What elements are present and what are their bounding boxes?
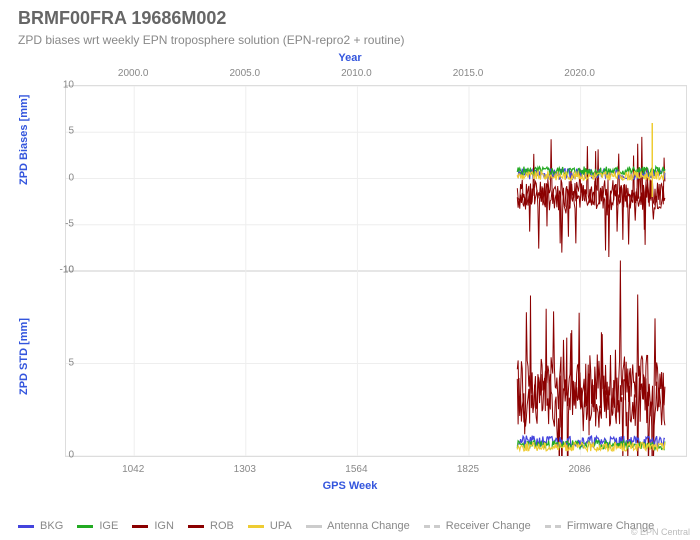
chart-container: BRMF00FRA 19686M002 ZPD biases wrt weekl… <box>0 0 700 540</box>
bottom-tick: 1042 <box>122 464 144 475</box>
y2-tick: 0 <box>44 450 74 461</box>
legend-label: IGE <box>96 520 118 532</box>
bottom-tick: 1303 <box>234 464 256 475</box>
chart-title: BRMF00FRA 19686M002 <box>18 8 226 29</box>
y2-tick: 10 <box>44 265 74 276</box>
plot-svg <box>66 86 686 456</box>
legend-swatch <box>248 525 264 528</box>
bottom-tick: 1825 <box>457 464 479 475</box>
legend-label: UPA <box>267 520 292 532</box>
legend-label: ROB <box>207 520 234 532</box>
legend-swatch <box>545 525 561 528</box>
chart-subtitle: ZPD biases wrt weekly EPN troposphere so… <box>18 33 405 47</box>
legend-swatch <box>18 525 34 528</box>
credit-text: © EPN Central <box>631 527 690 537</box>
bottom-axis-label: GPS Week <box>323 480 378 492</box>
legend-swatch <box>306 525 322 528</box>
legend-swatch <box>188 525 204 528</box>
legend-label: Receiver Change <box>443 520 531 532</box>
y1-tick: 5 <box>44 126 74 137</box>
plot-area <box>65 85 687 457</box>
legend: BKG IGE IGN ROB UPA Antenna Change Recei… <box>18 518 682 534</box>
legend-swatch <box>424 525 440 528</box>
y2-axis-label: ZPD STD [mm] <box>18 318 30 395</box>
legend-item-ign: IGN <box>132 518 174 534</box>
y1-axis-label: ZPD Biases [mm] <box>18 95 30 185</box>
legend-label: IGN <box>151 520 174 532</box>
top-tick: 2000.0 <box>118 68 149 79</box>
legend-label: Antenna Change <box>325 520 410 532</box>
bottom-tick: 1564 <box>345 464 367 475</box>
legend-item-ant: Antenna Change <box>306 518 410 534</box>
bottom-tick: 2086 <box>568 464 590 475</box>
legend-swatch <box>132 525 148 528</box>
top-tick: 2005.0 <box>230 68 261 79</box>
legend-label: BKG <box>37 520 63 532</box>
legend-item-ige: IGE <box>77 518 118 534</box>
y1-tick: 10 <box>44 80 74 91</box>
legend-item-bkg: BKG <box>18 518 63 534</box>
y1-tick: -5 <box>44 218 74 229</box>
legend-item-rec: Receiver Change <box>424 518 531 534</box>
y2-tick: 5 <box>44 357 74 368</box>
top-tick: 2010.0 <box>341 68 372 79</box>
top-axis-label: Year <box>338 52 361 64</box>
top-tick: 2020.0 <box>564 68 595 79</box>
legend-swatch <box>77 525 93 528</box>
legend-item-rob: ROB <box>188 518 234 534</box>
y1-tick: 0 <box>44 172 74 183</box>
legend-item-upa: UPA <box>248 518 292 534</box>
top-tick: 2015.0 <box>453 68 484 79</box>
